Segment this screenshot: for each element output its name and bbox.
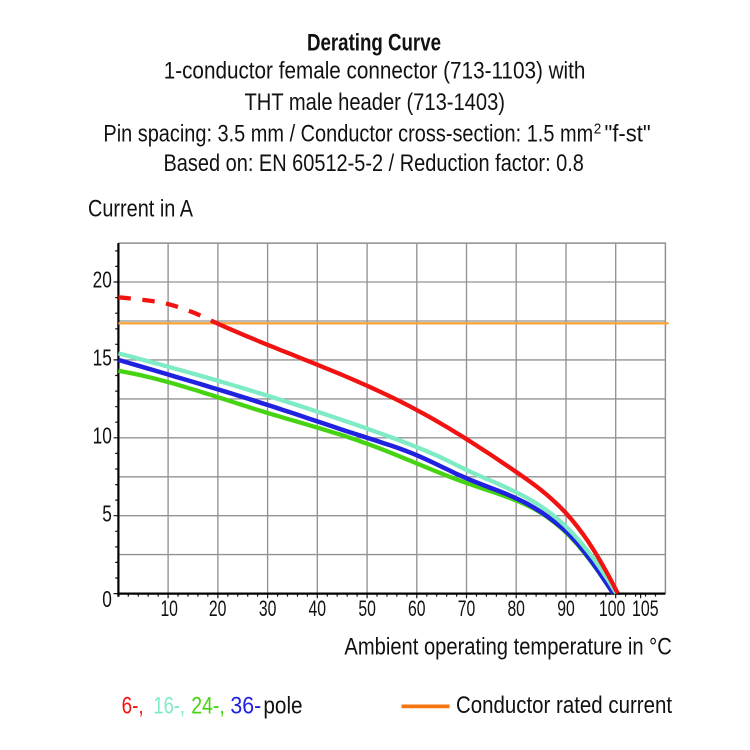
svg-text:1-conductor female connector (: 1-conductor female connector (713-1103) … [164,57,586,84]
svg-text:70: 70 [458,596,476,621]
svg-text:Conductor rated current: Conductor rated current [456,692,672,719]
svg-text:Current in A: Current in A [88,195,193,222]
svg-text:80: 80 [507,596,525,621]
svg-text:"f-st": "f-st" [605,120,651,147]
svg-text:Ambient operating temperature: Ambient operating temperature in °C [344,634,671,661]
svg-text:0: 0 [102,586,112,612]
svg-text:100: 100 [599,596,626,621]
svg-text:36-: 36- [230,692,261,719]
svg-text:15: 15 [93,345,112,371]
svg-text:16-,: 16-, [153,692,185,719]
svg-text:20: 20 [93,267,112,293]
svg-text:105: 105 [632,596,659,621]
svg-text:60: 60 [408,596,426,621]
svg-text:10: 10 [160,596,178,621]
svg-text:30: 30 [259,596,277,621]
svg-text:20: 20 [209,596,227,621]
svg-text:THT male header (713-1403): THT male header (713-1403) [245,89,506,116]
svg-text:2: 2 [594,121,602,138]
svg-text:pole: pole [263,692,302,719]
svg-text:24-,: 24-, [191,692,225,719]
svg-text:40: 40 [309,596,327,621]
svg-text:Pin spacing: 3.5 mm / Conducto: Pin spacing: 3.5 mm / Conductor cross-se… [103,120,593,147]
svg-text:Derating Curve: Derating Curve [307,30,441,57]
svg-text:10: 10 [93,423,112,449]
svg-text:Based on: EN 60512-5-2 / Reduc: Based on: EN 60512-5-2 / Reduction facto… [164,150,584,177]
svg-text:6-,: 6-, [122,692,144,719]
svg-text:5: 5 [102,501,112,527]
svg-text:50: 50 [358,596,376,621]
svg-text:90: 90 [557,596,575,621]
